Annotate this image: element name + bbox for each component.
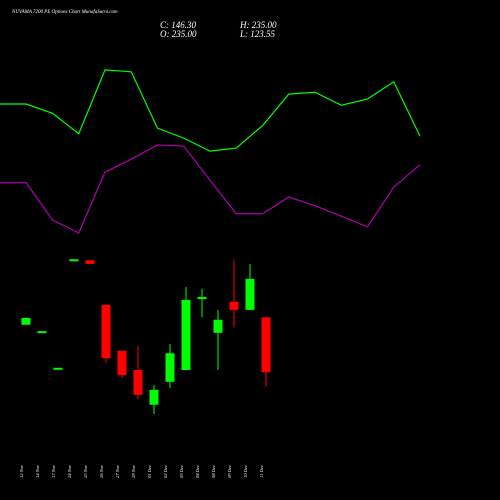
candle-body <box>245 278 255 310</box>
open-label: O: 235.00 <box>160 29 197 39</box>
x-tick-label: 27 Nov <box>115 465 120 478</box>
x-tick-label: 12 Nov <box>19 465 24 478</box>
candle-body <box>53 367 63 370</box>
candle-body <box>261 317 271 373</box>
x-tick-label: 24 Nov <box>67 465 72 478</box>
x-tick-label: 10 Dec <box>243 465 248 478</box>
candle-body <box>21 317 31 325</box>
candle-body <box>165 353 175 382</box>
candle-body <box>197 297 207 300</box>
candle-body <box>117 350 127 375</box>
x-tick-label: 03 Dec <box>179 465 184 478</box>
x-tick-label: 08 Dec <box>211 465 216 478</box>
candle-body <box>181 299 191 370</box>
candle-body <box>37 331 47 334</box>
candle-body <box>69 259 79 262</box>
high-label: H: 235.00 <box>239 20 277 30</box>
x-tick-label: 14 Nov <box>35 465 40 478</box>
candle-body <box>133 370 143 395</box>
indicator-line <box>0 69 421 152</box>
x-tick-label: 02 Dec <box>163 465 168 478</box>
x-tick-label: 04 Dec <box>195 465 200 478</box>
x-tick-label: 26 Nov <box>99 465 104 478</box>
x-tick-label: 17 Nov <box>51 465 56 478</box>
candle-body <box>149 389 159 405</box>
chart-title: NUVAMA 7200 PE Options Chart MunafaSutra… <box>11 10 118 15</box>
x-tick-label: 11 Dec <box>259 465 264 478</box>
close-label: C: 146.30 <box>160 20 197 30</box>
candle-body <box>85 260 95 264</box>
x-tick-label: 28 Nov <box>131 465 136 478</box>
candle-body <box>101 304 111 359</box>
indicator-line <box>0 144 421 234</box>
x-tick-label: 25 Nov <box>83 465 88 478</box>
candle-body <box>213 319 223 333</box>
x-tick-label: 01 Dec <box>147 465 152 478</box>
low-label: L: 123.55 <box>239 29 276 39</box>
x-tick-label: 09 Dec <box>227 465 232 478</box>
candle-body <box>229 301 239 310</box>
